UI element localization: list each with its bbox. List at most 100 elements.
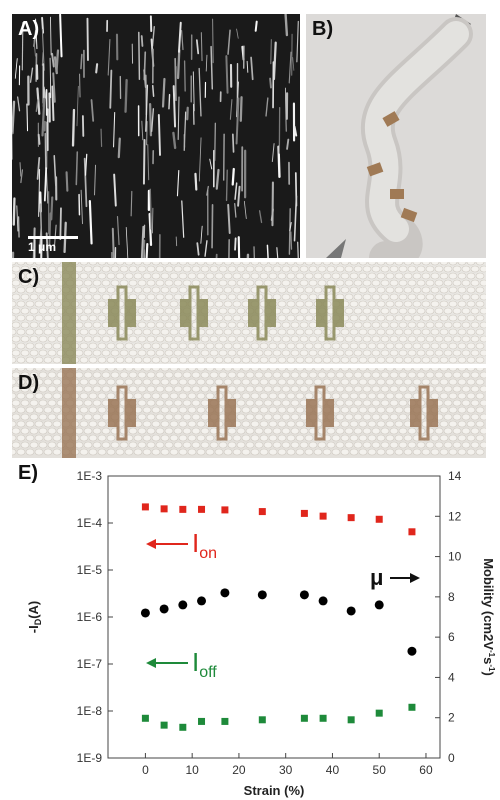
transistor-device — [108, 385, 136, 441]
knit-stitch — [232, 272, 242, 280]
nanowire-streak — [36, 156, 41, 180]
knit-stitch — [313, 378, 323, 386]
knit-stitch — [358, 314, 368, 322]
y-right-tick-label: 2 — [448, 711, 455, 725]
knit-stitch — [434, 349, 444, 357]
y-right-tick-label: 0 — [448, 751, 455, 765]
knit-stitch — [434, 427, 444, 435]
knit-stitch — [443, 399, 453, 407]
knit-stitch — [169, 314, 179, 322]
knit-stitch — [272, 441, 282, 449]
knit-stitch — [232, 356, 242, 364]
knit-stitch — [74, 371, 84, 379]
knit-stitch — [308, 335, 318, 343]
knit-stitch — [358, 262, 368, 266]
knit-stitch — [236, 349, 246, 357]
knit-stitch — [155, 371, 165, 379]
knit-stitch — [146, 427, 156, 435]
knit-stitch — [389, 279, 399, 287]
knit-stitch — [43, 368, 53, 372]
knit-stitch — [146, 399, 156, 407]
knit-stitch — [349, 328, 359, 336]
knit-stitch — [308, 371, 318, 379]
knit-stitch — [385, 328, 395, 336]
knit-stitch — [182, 427, 192, 435]
knit-stitch — [142, 448, 152, 456]
knit-stitch — [340, 342, 350, 350]
knit-stitch — [155, 307, 165, 315]
knit-stitch — [191, 427, 201, 435]
knit-stitch — [155, 399, 165, 407]
knit-stitch — [434, 385, 444, 393]
knit-stitch — [322, 378, 332, 386]
knit-stitch — [83, 413, 93, 421]
knit-stitch — [295, 406, 305, 414]
knit-stitch — [349, 392, 359, 400]
nanowire-streak — [157, 113, 161, 156]
knit-stitch — [344, 441, 354, 449]
knit-stitch — [227, 265, 237, 273]
nanowire-streak — [272, 41, 277, 81]
knit-stitch — [286, 314, 296, 322]
nanowire-streak — [151, 84, 155, 97]
knit-stitch — [214, 300, 224, 308]
knit-stitch — [133, 286, 143, 294]
knit-stitch — [439, 300, 449, 308]
knit-stitch — [461, 321, 471, 329]
knit-stitch — [187, 356, 197, 364]
knit-stitch — [16, 314, 26, 322]
nanowire-streak — [37, 133, 41, 145]
knit-stitch — [191, 399, 201, 407]
knit-stitch — [322, 342, 332, 350]
knit-stitch — [398, 349, 408, 357]
knit-stitch — [52, 406, 62, 414]
knit-stitch — [461, 371, 471, 379]
knit-stitch — [20, 427, 30, 435]
knit-stitch — [173, 399, 183, 407]
knit-stitch — [47, 441, 57, 449]
knit-stitch — [205, 434, 215, 442]
y-right-tick-label: 4 — [448, 670, 455, 684]
knit-stitch — [376, 392, 386, 400]
knit-stitch — [52, 328, 62, 336]
nanowire-streak — [243, 200, 247, 219]
knit-stitch — [241, 368, 251, 372]
knit-stitch — [173, 427, 183, 435]
knit-stitch — [173, 265, 183, 273]
knit-stitch — [286, 406, 296, 414]
knit-stitch — [376, 378, 386, 386]
knit-stitch — [43, 342, 53, 350]
knit-stitch — [250, 262, 260, 266]
knit-stitch — [218, 321, 228, 329]
knit-stitch — [178, 328, 188, 336]
knit-stitch — [142, 286, 152, 294]
data-point-mobility — [374, 600, 384, 610]
knit-stitch — [79, 262, 89, 266]
knit-stitch — [439, 368, 449, 372]
knit-stitch — [34, 342, 44, 350]
knit-stitch — [479, 371, 486, 379]
knit-stitch — [479, 321, 486, 329]
knit-stitch — [461, 385, 471, 393]
nanowire-streak — [116, 215, 120, 246]
knit-stitch — [34, 356, 44, 364]
knit-stitch — [146, 371, 156, 379]
knit-stitch — [380, 385, 390, 393]
panel-c-label: C) — [18, 266, 40, 288]
knit-stitch — [142, 262, 152, 266]
knit-stitch — [344, 399, 354, 407]
knit-stitch — [358, 368, 368, 372]
knit-stitch — [304, 392, 314, 400]
transistor-device — [180, 285, 208, 341]
nanowire-streak — [270, 208, 274, 221]
knit-stitch — [308, 293, 318, 301]
knit-stitch — [223, 328, 233, 336]
knit-stitch — [146, 265, 156, 273]
knit-stitch — [466, 356, 476, 364]
nanowire-streak — [229, 99, 233, 120]
y-left-tick-label: 1E-6 — [77, 610, 103, 624]
knit-stitch — [25, 356, 35, 364]
knit-stitch — [448, 420, 458, 428]
knit-stitch — [443, 279, 453, 287]
knit-stitch — [443, 371, 453, 379]
